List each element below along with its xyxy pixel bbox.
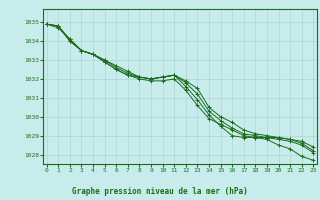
Text: Graphe pression niveau de la mer (hPa): Graphe pression niveau de la mer (hPa) xyxy=(72,187,248,196)
